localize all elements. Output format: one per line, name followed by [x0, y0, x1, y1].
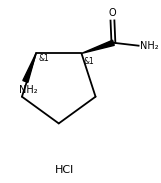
Text: &1: &1	[84, 57, 95, 66]
Polygon shape	[23, 53, 36, 82]
Polygon shape	[81, 40, 114, 53]
Text: NH₂: NH₂	[19, 85, 38, 95]
Text: O: O	[109, 8, 116, 18]
Text: HCl: HCl	[55, 165, 74, 175]
Text: NH₂: NH₂	[140, 41, 159, 51]
Text: &1: &1	[38, 54, 49, 63]
